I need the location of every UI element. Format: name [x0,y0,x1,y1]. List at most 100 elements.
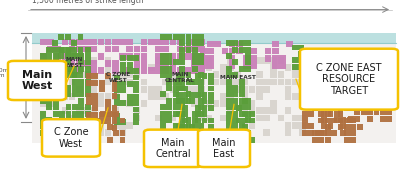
Bar [302,123,308,129]
Bar [177,57,184,64]
Bar [318,130,324,136]
Bar [176,86,182,92]
Bar [76,60,83,67]
Bar [85,104,91,110]
Bar [126,53,133,60]
Bar [114,87,120,93]
Bar [182,111,188,117]
Bar [72,53,78,59]
Bar [367,97,373,103]
Bar [155,93,162,100]
Bar [270,100,277,107]
Bar [198,115,205,121]
Bar [232,104,238,110]
Bar [198,111,204,117]
Bar [112,118,118,124]
Bar [92,73,98,79]
Bar [65,60,71,65]
Bar [69,38,76,45]
Bar [179,111,185,117]
Bar [298,64,304,70]
Bar [78,60,84,65]
Bar [69,129,76,136]
Bar [191,57,198,64]
Bar [62,57,68,64]
Bar [170,79,176,85]
Bar [232,91,238,97]
Bar [85,85,91,91]
Bar [53,104,59,110]
Bar [236,48,243,54]
Bar [270,79,277,85]
Bar [92,118,98,124]
Bar [344,105,350,111]
Bar [328,98,334,104]
Bar [202,98,208,104]
Bar [192,117,198,123]
Bar [173,85,179,91]
Bar [90,60,97,67]
Bar [72,111,78,117]
Bar [176,92,182,98]
Bar [40,53,47,60]
Bar [191,93,198,100]
Bar [207,62,214,69]
Bar [308,130,314,136]
Bar [198,38,205,45]
Bar [338,124,344,130]
Bar [69,93,76,100]
Bar [126,100,133,107]
Bar [126,122,133,129]
Bar [179,34,185,40]
Bar [52,40,58,46]
Bar [141,53,148,60]
Bar [133,107,139,112]
Bar [53,130,59,136]
Bar [350,137,356,143]
Bar [285,64,292,71]
Bar [350,124,356,130]
Bar [198,123,204,129]
Bar [308,72,314,78]
Bar [242,79,248,85]
Bar [192,123,198,129]
Bar [195,105,201,111]
Bar [272,41,279,47]
Bar [278,79,284,85]
Bar [380,90,386,96]
Bar [191,46,198,52]
Bar [141,46,148,52]
Bar [192,130,198,136]
Bar [76,38,83,45]
Bar [72,91,78,97]
Bar [62,67,68,74]
Bar [245,117,251,123]
Bar [198,60,205,67]
Bar [53,111,59,117]
Bar [328,111,334,117]
Bar [127,100,133,106]
Bar [236,41,243,47]
Bar [98,129,104,136]
Bar [226,130,232,136]
Bar [182,118,188,124]
Bar [249,122,256,129]
Bar [40,72,46,78]
Bar [126,79,133,85]
Bar [173,34,179,40]
Bar [308,123,314,129]
Bar [227,108,234,114]
Bar [286,41,293,47]
Bar [380,97,386,103]
Bar [78,98,84,104]
Bar [245,66,251,72]
Bar [54,122,61,129]
Bar [340,79,346,85]
Bar [298,57,304,63]
Bar [112,38,119,45]
Bar [162,38,169,45]
Bar [59,111,65,117]
Bar [134,115,140,121]
Bar [318,137,324,143]
Bar [367,116,373,122]
